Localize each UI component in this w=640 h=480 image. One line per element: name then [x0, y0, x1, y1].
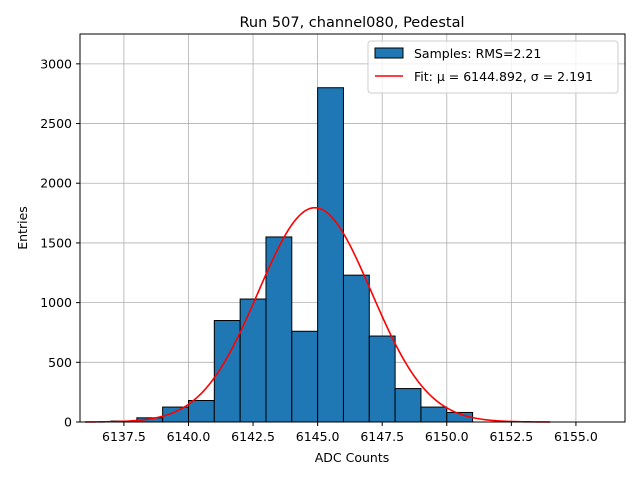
- y-tick-label: 2000: [40, 176, 72, 191]
- legend-box: [367, 40, 619, 94]
- histogram-bar: [420, 406, 448, 423]
- fit-curve: [85, 206, 551, 423]
- x-tick-label: 6150.0: [425, 429, 469, 444]
- legend-swatch-samples: [374, 47, 404, 59]
- legend-label-fit: Fit: μ = 6144.892, σ = 2.191: [414, 69, 593, 84]
- y-tick-label: 1500: [40, 235, 72, 250]
- x-axis-label: ADC Counts: [315, 450, 390, 465]
- y-tick-label: 500: [48, 355, 72, 370]
- x-tick-label: 6152.5: [489, 429, 533, 444]
- y-axis-ticks: 0 500 1000 1500 2000 2500 3000: [40, 56, 80, 430]
- chart-title: Run 507, channel080, Pedestal: [239, 15, 464, 31]
- y-tick-label: 0: [64, 415, 72, 430]
- histogram-bar: [368, 335, 396, 423]
- x-axis-ticks: 6137.5 6140.0 6142.5 6145.0 6147.5 6150.0 6152…: [102, 422, 598, 444]
- legend: Samples: RMS=2.21 Fit: μ = 6144.892, σ =…: [367, 40, 619, 94]
- histogram-bar: [291, 330, 319, 423]
- histogram-bar: [239, 298, 267, 423]
- x-tick-label: 6147.5: [360, 429, 404, 444]
- histogram-bar: [265, 236, 293, 423]
- histogram-bar: [213, 320, 241, 423]
- x-tick-label: 6142.5: [231, 429, 275, 444]
- histogram-bars: [110, 87, 474, 423]
- histogram-bar: [187, 400, 215, 423]
- y-tick-label: 3000: [40, 56, 72, 71]
- legend-label-samples: Samples: RMS=2.21: [414, 46, 541, 61]
- axes-frame: [79, 33, 626, 423]
- histogram-bar: [342, 274, 370, 423]
- x-tick-label: 6155.0: [554, 429, 598, 444]
- x-tick-label: 6137.5: [102, 429, 146, 444]
- y-tick-label: 1000: [40, 295, 72, 310]
- histogram-bar: [317, 87, 344, 423]
- histogram-bar: [394, 388, 422, 423]
- x-tick-label: 6140.0: [167, 429, 211, 444]
- x-tick-label: 6145.0: [296, 429, 340, 444]
- y-axis-label: Entries: [15, 206, 30, 250]
- y-tick-label: 2500: [40, 116, 72, 131]
